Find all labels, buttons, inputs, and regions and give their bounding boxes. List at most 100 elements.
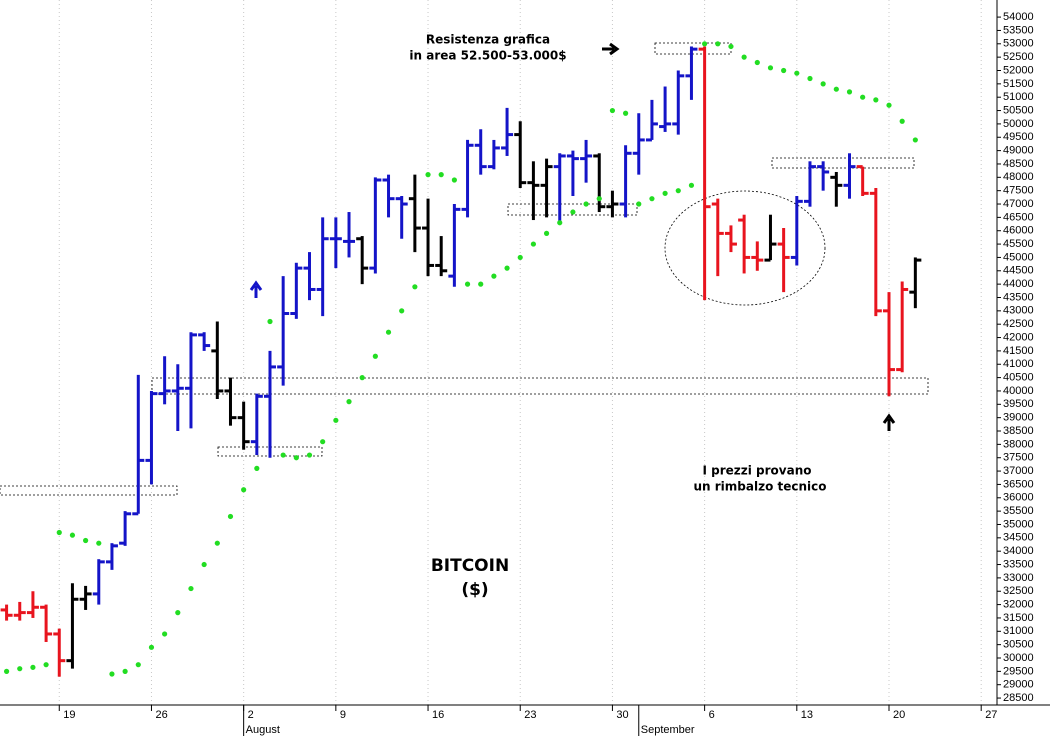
support-box <box>0 485 178 496</box>
y-tick-label: 42500 <box>1003 318 1034 330</box>
y-tick-label: 40000 <box>1003 385 1034 397</box>
sar-dot <box>754 59 760 66</box>
sar-dot <box>201 561 207 568</box>
y-tick-label: 50500 <box>1003 104 1034 116</box>
y-tick-label: 51500 <box>1003 78 1034 90</box>
y-tick-label: 51000 <box>1003 91 1034 103</box>
y-tick-label: 52000 <box>1003 64 1034 76</box>
sar-dot <box>412 284 418 290</box>
sar-dot <box>596 196 602 202</box>
sar-dot <box>320 439 326 445</box>
y-tick-label: 40500 <box>1003 372 1034 384</box>
support-box <box>507 203 638 216</box>
y-tick-label: 33500 <box>1003 558 1034 570</box>
annotation: I prezzi provano <box>702 464 811 478</box>
sar-dot <box>491 273 497 279</box>
y-tick-label: 38500 <box>1003 425 1034 437</box>
sar-dot <box>688 182 695 188</box>
sar-dot <box>293 455 299 461</box>
arrow-up <box>882 413 896 431</box>
y-tick-label: 30500 <box>1003 639 1034 651</box>
y-tick-label: 29000 <box>1003 679 1034 691</box>
month-label: September <box>641 724 695 736</box>
sar-dot <box>96 540 102 546</box>
arrow-right <box>602 42 620 56</box>
sar-dot <box>148 644 155 650</box>
sar-dot <box>3 668 10 674</box>
sar-dot <box>109 671 115 677</box>
consolidation-ellipse <box>664 190 826 306</box>
sar-dot <box>359 375 365 381</box>
x-tick-label: 30 <box>616 709 628 721</box>
y-tick-label: 43500 <box>1003 291 1034 303</box>
y-tick-label: 34500 <box>1003 532 1034 544</box>
y-tick-label: 30000 <box>1003 652 1034 664</box>
x-tick-label: 16 <box>432 709 444 721</box>
annotation: un rimbalzo tecnico <box>693 480 826 494</box>
sar-dot <box>767 65 774 71</box>
y-tick-label: 28500 <box>1003 692 1034 704</box>
sar-dot <box>833 86 839 92</box>
sar-dot <box>69 532 76 538</box>
sar-dot <box>17 666 23 672</box>
y-tick-label: 45000 <box>1003 251 1034 263</box>
x-tick-label: 23 <box>524 709 536 721</box>
sar-dot <box>333 417 339 423</box>
y-tick-label: 44500 <box>1003 265 1034 277</box>
y-tick-label: 32000 <box>1003 598 1034 610</box>
month-label: August <box>246 724 280 736</box>
sar-dot <box>451 177 457 183</box>
sar-dot <box>56 529 62 536</box>
sar-dot <box>715 41 721 47</box>
sar-dot <box>162 631 168 637</box>
sar-dot <box>175 610 181 616</box>
sar-dot <box>83 537 89 544</box>
y-tick-label: 46000 <box>1003 225 1034 237</box>
y-tick-label: 36000 <box>1003 492 1034 504</box>
sar-dot <box>188 585 194 592</box>
sar-dot <box>570 209 576 215</box>
annotation: Resistenza grafica <box>426 33 550 47</box>
sar-dot <box>609 107 616 114</box>
x-tick-label: 26 <box>155 709 167 721</box>
sar-dot <box>227 513 234 520</box>
y-tick-label: 39500 <box>1003 398 1034 410</box>
sar-dot <box>122 668 128 674</box>
x-tick-label: 13 <box>801 709 813 721</box>
x-tick-label: 6 <box>709 709 715 721</box>
sar-dot <box>346 399 352 405</box>
sar-dot <box>846 89 853 95</box>
chart-subtitle: ($) <box>461 580 488 600</box>
sar-dot <box>702 41 708 47</box>
sar-dot <box>425 172 431 178</box>
sar-dot <box>478 281 484 287</box>
y-tick-label: 34000 <box>1003 545 1034 557</box>
sar-dot <box>214 540 220 546</box>
sar-dot <box>728 43 734 50</box>
y-tick-label: 47000 <box>1003 198 1034 210</box>
sar-dot <box>794 70 800 76</box>
sar-dot <box>912 137 918 143</box>
sar-dot <box>543 230 550 236</box>
y-tick-label: 45500 <box>1003 238 1034 250</box>
y-tick-label: 29500 <box>1003 665 1034 677</box>
sar-dot <box>504 265 510 271</box>
y-tick-label: 43000 <box>1003 305 1034 317</box>
x-tick-label: 9 <box>340 709 346 721</box>
sar-dot <box>267 318 273 325</box>
sar-dot <box>135 662 141 668</box>
sar-dot <box>517 254 523 261</box>
y-tick-label: 33000 <box>1003 572 1034 584</box>
sar-dot <box>622 110 629 116</box>
y-tick-label: 47500 <box>1003 185 1034 197</box>
sar-dot <box>280 452 286 458</box>
y-tick-label: 53500 <box>1003 24 1034 36</box>
sar-dot <box>557 220 563 226</box>
sar-dot <box>583 201 589 207</box>
arrow-up <box>249 280 263 298</box>
sar-dot <box>820 81 826 87</box>
y-tick-label: 37500 <box>1003 452 1034 464</box>
y-tick-label: 41500 <box>1003 345 1034 357</box>
